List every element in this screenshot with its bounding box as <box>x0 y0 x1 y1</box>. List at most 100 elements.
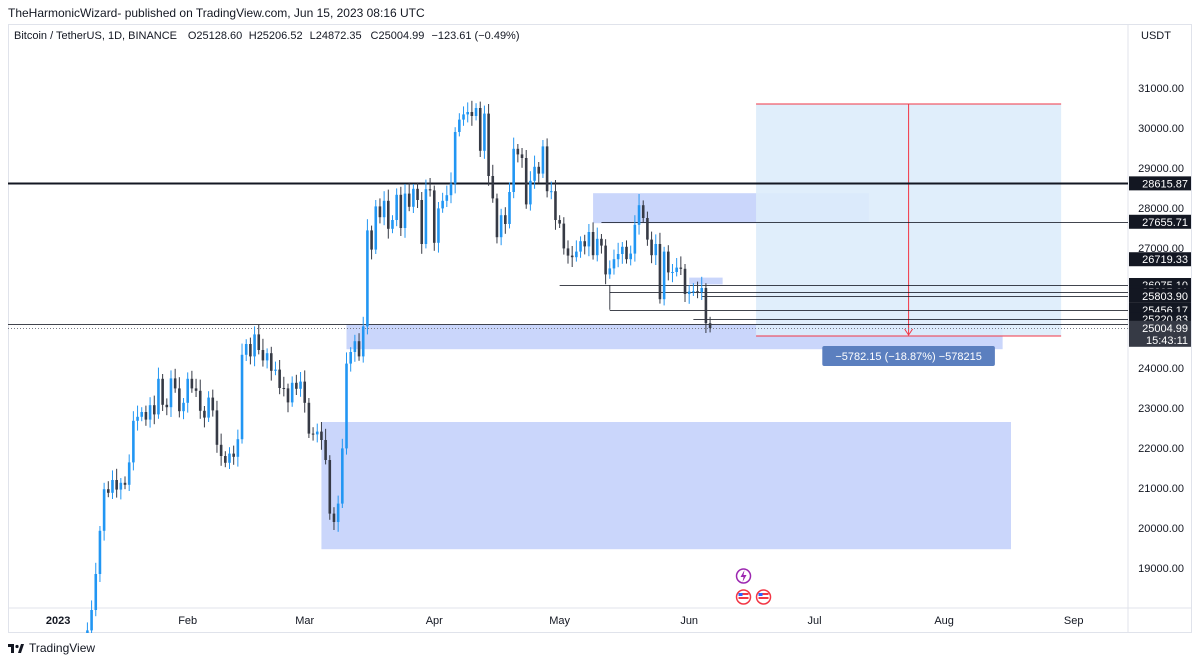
level-price-label: 25803.90 <box>1142 291 1188 303</box>
candle-body <box>508 192 511 224</box>
last-price-label: 25004.99 <box>1142 323 1188 335</box>
candle-body <box>94 574 98 610</box>
candle-body <box>307 402 311 434</box>
ohlc-o-value: O25128.60 <box>188 30 242 42</box>
candle-body <box>533 166 536 181</box>
candle-body <box>625 246 628 260</box>
candle-body <box>549 191 553 193</box>
candle-body <box>633 224 637 254</box>
candle-body <box>144 412 148 420</box>
candle-body <box>495 198 499 238</box>
candle-body <box>667 251 670 273</box>
candle-body <box>357 341 361 357</box>
candle-body <box>111 480 114 493</box>
candle-body <box>529 180 532 205</box>
candle-body <box>290 382 294 403</box>
last-price-badge <box>1129 320 1191 347</box>
candle-body <box>336 503 340 522</box>
candle-body <box>328 460 332 514</box>
candle-body <box>178 388 181 412</box>
candle-body <box>554 191 557 220</box>
candle-body <box>566 248 570 256</box>
x-tick-label: Feb <box>178 615 197 627</box>
candle-body <box>445 195 449 201</box>
ohlc-change-value: −123.61 (−0.49%) <box>431 30 519 42</box>
x-tick-label: Jul <box>808 615 822 627</box>
candle-body <box>303 381 307 403</box>
candle-body <box>236 439 240 457</box>
candle-body <box>671 272 674 273</box>
candle-body <box>274 369 277 371</box>
candle-body <box>420 200 424 244</box>
candle-body <box>249 344 252 357</box>
candle-body <box>595 238 599 256</box>
candle-body <box>261 350 265 361</box>
candle-body <box>432 190 436 243</box>
candle-body <box>696 291 699 293</box>
candle-body <box>244 344 248 355</box>
ohlc-l-value: L24872.35 <box>310 30 362 42</box>
y-tick-label: 29000.00 <box>1138 163 1184 175</box>
candle-body <box>278 369 281 388</box>
candle-body <box>470 112 474 116</box>
y-tick-label: 27000.00 <box>1138 243 1184 255</box>
flag-stripe <box>738 593 749 595</box>
candle-body <box>541 146 545 174</box>
candle-body <box>675 267 678 272</box>
candle-body <box>224 456 227 463</box>
lightning-glyph <box>740 570 747 582</box>
candle-body <box>311 433 315 435</box>
candle-body <box>123 482 127 485</box>
measure-label: −5782.15 (−18.87%) −578215 <box>835 351 982 363</box>
level-price-label: 26719.33 <box>1142 254 1188 266</box>
level-price-badge <box>1129 252 1191 267</box>
candle-body <box>558 220 561 224</box>
candle-body <box>478 108 482 151</box>
candle-body <box>458 119 461 132</box>
symbol-title: Bitcoin / TetherUS, 1D, BINANCE <box>14 30 177 42</box>
y-tick-label: 30000.00 <box>1138 123 1184 135</box>
candle-body <box>299 381 302 389</box>
currency-label: USDT <box>1141 30 1171 42</box>
candle-body <box>524 158 528 205</box>
candle-body <box>441 200 444 209</box>
candle-body <box>654 244 658 256</box>
candle-body <box>315 431 319 435</box>
candle-body <box>499 215 503 238</box>
small-zone <box>689 277 723 285</box>
x-tick-label: Jun <box>680 615 698 627</box>
candle-body <box>537 166 541 174</box>
candle-body <box>194 388 198 391</box>
candle-body <box>412 188 415 207</box>
candle-body <box>269 353 273 371</box>
y-tick-label: 22000.00 <box>1138 443 1184 455</box>
candle-body <box>366 230 369 327</box>
candle-body <box>403 193 407 228</box>
level-price-badge <box>1129 288 1191 303</box>
measure-arrow-head <box>904 328 914 336</box>
y-tick-label: 20000.00 <box>1138 523 1184 535</box>
price-chart[interactable]: Bitcoin / TetherUS, 1D, BINANCE O25128.6… <box>8 24 1192 633</box>
candle-body <box>579 241 582 252</box>
y-tick-label: 24000.00 <box>1138 363 1184 375</box>
candle-body <box>132 420 135 463</box>
candle-body <box>173 378 177 389</box>
candle-body <box>115 480 118 490</box>
flag-stripe <box>758 593 769 595</box>
candle-body <box>349 352 352 364</box>
tradingview-brand: TradingView <box>29 641 96 655</box>
flag-stripe <box>758 597 769 599</box>
candle-body <box>265 353 269 361</box>
candle-body <box>182 402 185 412</box>
candle-body <box>186 378 189 403</box>
candle-body <box>587 232 591 247</box>
candle-body <box>86 630 89 633</box>
candle-body <box>687 291 691 294</box>
candle-body <box>152 405 156 415</box>
candle-body <box>190 378 194 389</box>
candle-body <box>148 405 152 420</box>
candle-body <box>679 267 683 269</box>
level-price-badge <box>1129 214 1191 229</box>
candle-body <box>424 189 428 244</box>
candle-body <box>207 397 210 418</box>
